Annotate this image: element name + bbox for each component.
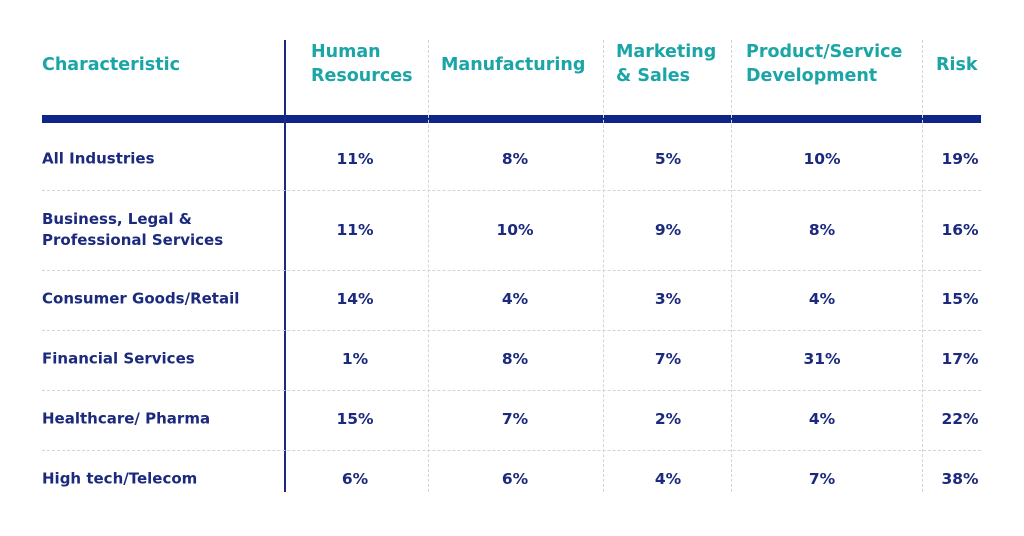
table-cell: 22% [941,410,979,428]
row-gridline [42,330,981,331]
table-cell: 31% [803,350,841,368]
column-gridline [922,40,923,492]
table-cell: 2% [654,410,682,428]
row-label: Financial Services [42,349,195,368]
table-cell: 10% [803,150,841,168]
column-gridline [428,40,429,492]
table-cell: 5% [654,150,682,168]
table-cell: 19% [941,150,979,168]
table-cell: 4% [808,290,836,308]
table-cell: 6% [501,470,529,488]
table-cell: 7% [808,470,836,488]
row-gridline [42,190,981,191]
header-rule [42,115,981,123]
column-gridline [603,40,604,492]
table-cell: 7% [501,410,529,428]
table-cell: 1% [341,350,369,368]
row-label: Healthcare/ Pharma [42,409,211,428]
column-divider [284,40,286,492]
table-cell: 11% [336,150,374,168]
table-cell: 15% [941,290,979,308]
table-cell: 4% [501,290,529,308]
table-cell: 38% [941,470,979,488]
row-gridline [42,270,981,271]
column-header: Product/Service Development [746,42,903,86]
column-header: Characteristic [42,55,180,75]
table-cell: 6% [341,470,369,488]
column-header: Human Resources [311,42,413,86]
row-label: Consumer Goods/Retail [42,289,240,308]
table-cell: 4% [808,410,836,428]
column-header: Marketing & Sales [616,42,717,86]
table-cell: 11% [336,221,374,239]
table-cell: 9% [654,221,682,239]
table-cell: 8% [808,221,836,239]
table-cell: 3% [654,290,682,308]
table-cell: 7% [654,350,682,368]
column-header: Manufacturing [441,55,586,75]
table-cell: 15% [336,410,374,428]
column-header: Risk [936,55,978,75]
row-gridline [42,390,981,391]
table-cell: 8% [501,150,529,168]
table-cell: 10% [496,221,534,239]
column-gridline [731,40,732,492]
table-cell: 16% [941,221,979,239]
row-gridline [42,450,981,451]
row-label: High tech/Telecom [42,469,198,488]
row-label: All Industries [42,149,155,168]
row-label: Business, Legal & Professional Services [42,210,224,249]
table-cell: 4% [654,470,682,488]
table-cell: 14% [336,290,374,308]
table-cell: 8% [501,350,529,368]
table-cell: 17% [941,350,979,368]
